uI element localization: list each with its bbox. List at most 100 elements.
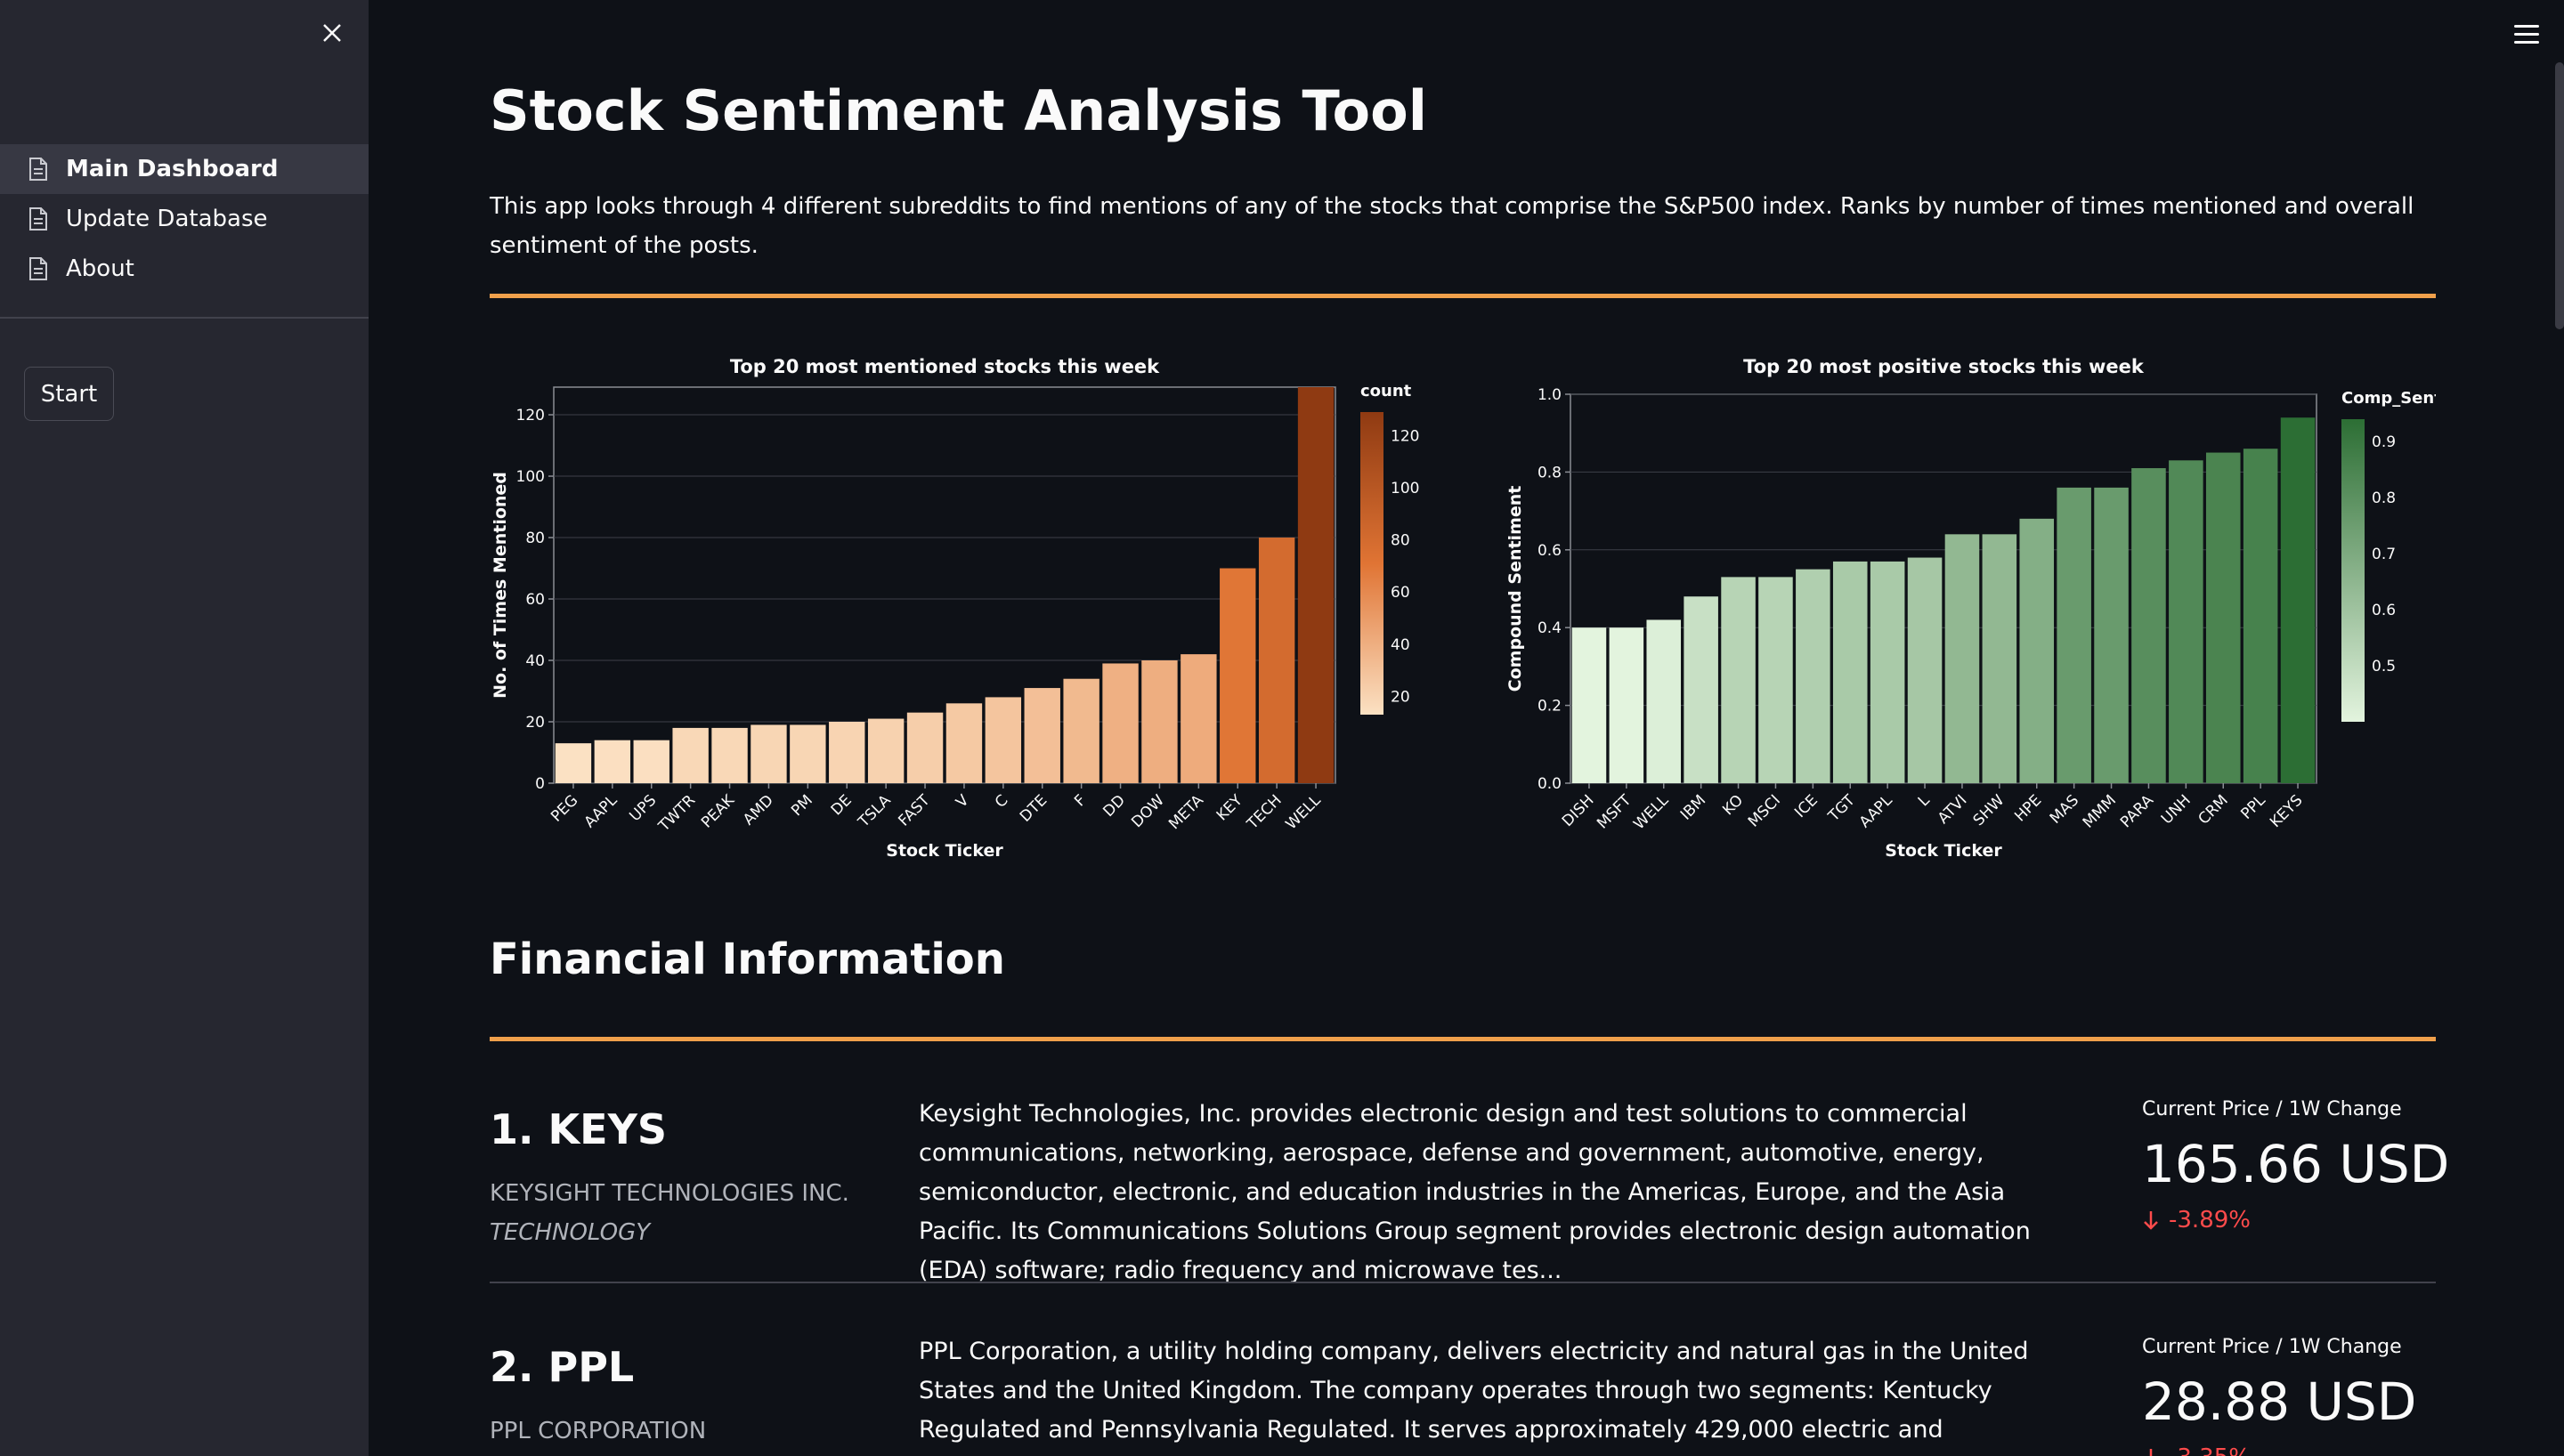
x-tick-label: TWTR bbox=[654, 791, 699, 836]
legend-title: count bbox=[1360, 382, 1412, 400]
sidebar-item-label: Update Database bbox=[66, 206, 268, 232]
y-tick-label: 0.0 bbox=[1538, 775, 1562, 793]
x-tick-label: MAS bbox=[2047, 791, 2082, 827]
bar bbox=[867, 718, 905, 783]
x-tick-label: AMD bbox=[740, 791, 777, 829]
y-tick-label: 100 bbox=[516, 468, 545, 486]
arrow-down-icon bbox=[2144, 1211, 2158, 1230]
close-sidebar-button[interactable] bbox=[317, 18, 347, 48]
legend-tick-label: 0.8 bbox=[2372, 489, 2396, 507]
intro-text: This app looks through 4 different subre… bbox=[490, 193, 2414, 259]
bar bbox=[2243, 449, 2278, 783]
x-tick-label: PEG bbox=[548, 791, 581, 825]
bar bbox=[594, 740, 631, 783]
scrollbar[interactable] bbox=[2555, 62, 2564, 329]
stock-description: Keysight Technologies, Inc. provides ele… bbox=[919, 1100, 2031, 1284]
plot-frame bbox=[553, 386, 1336, 784]
bar bbox=[1907, 557, 1943, 783]
x-tick-label: C bbox=[992, 791, 1012, 812]
legend-tick-label: 0.7 bbox=[2372, 546, 2396, 563]
sidebar-item-main-dashboard[interactable]: Main Dashboard bbox=[0, 144, 369, 194]
x-tick-label: DTE bbox=[1017, 791, 1051, 825]
stock-description: PPL Corporation, a utility holding compa… bbox=[919, 1338, 2029, 1456]
close-icon bbox=[323, 24, 341, 42]
y-tick-label: 60 bbox=[525, 591, 545, 609]
legend-tick-label: 0.5 bbox=[2372, 658, 2396, 675]
bar bbox=[1944, 534, 1980, 783]
sidebar-nav: Main Dashboard Update Database About bbox=[0, 144, 369, 294]
x-tick-label: UNH bbox=[2158, 791, 2195, 828]
y-axis-label: Compound Sentiment bbox=[1505, 486, 1525, 692]
bar bbox=[906, 712, 944, 783]
x-tick-label: KEYS bbox=[2267, 791, 2307, 831]
sidebar-divider bbox=[0, 317, 369, 319]
bar bbox=[1141, 660, 1178, 783]
sidebar-item-about[interactable]: About bbox=[0, 244, 369, 294]
x-tick-label: PEAK bbox=[698, 791, 739, 832]
stock-sector: TECHNOLOGY bbox=[490, 1219, 651, 1246]
section-divider bbox=[490, 1037, 2436, 1041]
bar bbox=[1024, 688, 1060, 783]
bar bbox=[2280, 417, 2316, 783]
bar bbox=[751, 724, 787, 783]
x-tick-label: MMM bbox=[2080, 791, 2120, 831]
bar bbox=[1646, 619, 1682, 783]
x-tick-label: SHW bbox=[1970, 791, 2008, 829]
hamburger-icon bbox=[2514, 41, 2539, 44]
y-tick-label: 0.2 bbox=[1538, 698, 1562, 716]
legend-tick-label: 100 bbox=[1391, 480, 1419, 497]
document-icon bbox=[29, 207, 47, 231]
x-tick-label: MSCI bbox=[1745, 791, 1784, 830]
stock-rank-title: 2. PPL bbox=[490, 1343, 635, 1391]
x-tick-label: META bbox=[1165, 791, 1207, 833]
x-tick-label: MSFT bbox=[1594, 791, 1635, 833]
bar bbox=[633, 740, 669, 783]
mentions-chart: Top 20 most mentioned stocks this week 0 2… bbox=[490, 352, 1451, 877]
sidebar-item-label: Main Dashboard bbox=[66, 156, 279, 182]
x-tick-label: AAPL bbox=[581, 791, 621, 831]
document-icon bbox=[29, 158, 47, 181]
x-tick-label: ICE bbox=[1791, 791, 1822, 821]
hamburger-icon bbox=[2514, 25, 2539, 28]
x-tick-label: IBM bbox=[1677, 791, 1709, 823]
page-title: Stock Sentiment Analysis Tool bbox=[490, 78, 1427, 143]
x-tick-label: PARA bbox=[2117, 791, 2157, 831]
arrow-down-icon bbox=[2149, 1449, 2153, 1456]
x-tick-label: HPE bbox=[2011, 791, 2045, 825]
document-icon bbox=[29, 257, 47, 280]
metric-label: Current Price / 1W Change bbox=[2142, 1098, 2402, 1120]
x-tick-label: KEY bbox=[1213, 791, 1246, 824]
sidebar-item-update-database[interactable]: Update Database bbox=[0, 194, 369, 244]
hamburger-icon bbox=[2514, 33, 2539, 36]
x-tick-label: AAPL bbox=[1856, 791, 1896, 831]
x-tick-label: WELL bbox=[1630, 791, 1672, 833]
stock-rank-title: 1. KEYS bbox=[490, 1105, 668, 1153]
bar bbox=[555, 743, 592, 783]
legend-tick-label: 120 bbox=[1391, 427, 1419, 445]
bar bbox=[1063, 678, 1099, 783]
bar bbox=[1870, 561, 1905, 783]
main-menu-button[interactable] bbox=[2514, 25, 2539, 44]
stock-card: 1. KEYS KEYSIGHT TECHNOLOGIES INC. TECHN… bbox=[490, 1095, 2449, 1284]
x-tick-label: WELL bbox=[1283, 791, 1325, 833]
x-tick-label: TSLA bbox=[855, 791, 895, 831]
bar bbox=[2019, 518, 2055, 783]
x-tick-label: DD bbox=[1099, 791, 1129, 821]
bar bbox=[2057, 487, 2091, 783]
y-tick-label: 0.6 bbox=[1538, 542, 1562, 560]
stock-company-name: PPL CORPORATION bbox=[490, 1418, 707, 1444]
metric-price: 28.88 USD bbox=[2142, 1371, 2417, 1432]
y-tick-label: 40 bbox=[525, 652, 545, 670]
y-tick-label: 0.4 bbox=[1538, 619, 1562, 637]
y-tick-label: 120 bbox=[516, 407, 545, 425]
start-button[interactable]: Start bbox=[24, 367, 114, 421]
legend-gradient-bar bbox=[2341, 419, 2365, 722]
x-tick-label: KO bbox=[1719, 791, 1747, 819]
chart-title: Top 20 most mentioned stocks this week bbox=[730, 356, 1160, 377]
x-tick-label: DE bbox=[828, 791, 856, 819]
legend-tick-label: 60 bbox=[1391, 584, 1410, 602]
y-tick-label: 80 bbox=[525, 530, 545, 547]
x-tick-label: V bbox=[953, 791, 973, 812]
y-tick-label: 0 bbox=[535, 775, 545, 793]
legend-tick-label: 0.9 bbox=[2372, 433, 2396, 451]
